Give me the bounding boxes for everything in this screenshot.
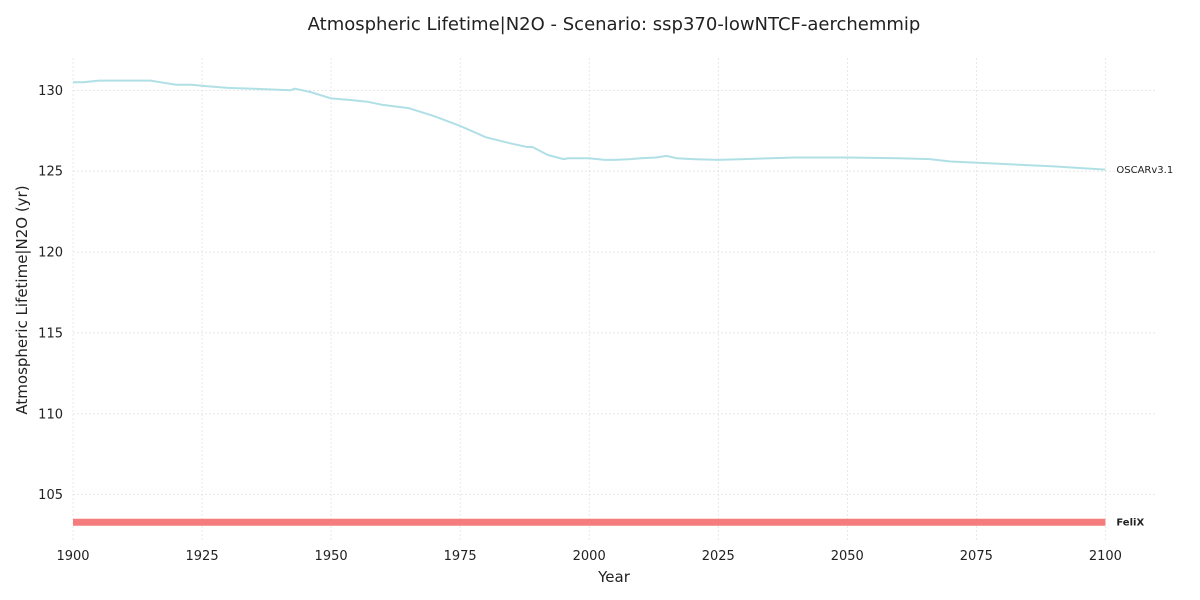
series-layer	[73, 79, 1106, 526]
x-tick-label: 1950	[315, 549, 348, 564]
series-label-oscarv3-1: OSCARv3.1	[1116, 165, 1173, 176]
x-tick-label: 1925	[186, 549, 219, 564]
y-axis-label: Atmospheric Lifetime|N2O (yr)	[13, 185, 31, 414]
x-tick-label: 2100	[1089, 549, 1122, 564]
x-tick-label: 2075	[960, 549, 993, 564]
series-label-felix: FeliX	[1116, 518, 1144, 529]
y-tick-label: 130	[38, 84, 63, 99]
y-tick-label: 110	[38, 407, 63, 422]
y-tick-label: 125	[38, 165, 63, 180]
x-tick-label: 2050	[831, 549, 864, 564]
y-tick-label: 120	[38, 246, 63, 261]
x-tick-label: 2000	[573, 549, 606, 564]
x-tick-label: 1900	[56, 549, 89, 564]
grid	[72, 58, 1157, 540]
chart-title: Atmospheric Lifetime|N2O - Scenario: ssp…	[308, 14, 921, 35]
series-line-oscarv3-1	[73, 79, 1106, 171]
x-tick-label: 2025	[702, 549, 735, 564]
y-tick-label: 115	[38, 326, 63, 341]
series-labels: OSCARv3.1 FeliX	[1116, 165, 1173, 529]
x-axis-label: Year	[597, 568, 631, 586]
x-axis-ticks: 1900 1925 1950 1975 2000 2025 2050 2075 2100	[56, 549, 1121, 564]
y-tick-label: 105	[38, 488, 63, 503]
x-tick-label: 1975	[444, 549, 477, 564]
y-axis-ticks: 105 110 115 120 125 130	[38, 84, 63, 503]
